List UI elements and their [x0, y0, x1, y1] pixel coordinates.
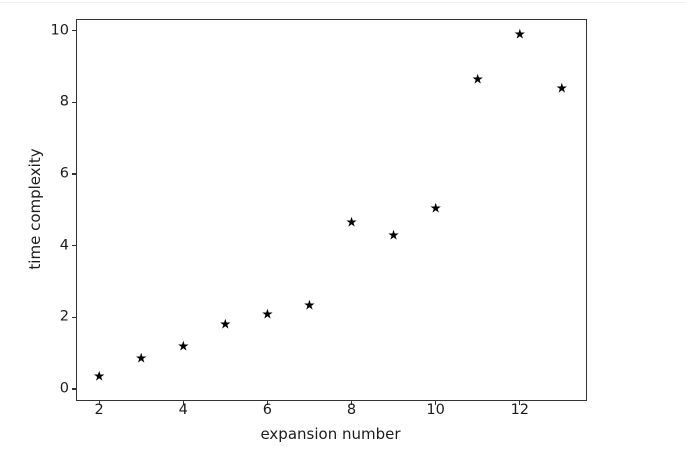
data-point-star: ★	[177, 338, 190, 355]
x-tick-label: 8	[346, 402, 357, 418]
data-point-star: ★	[555, 80, 568, 97]
x-tick-label: 2	[94, 402, 104, 418]
x-tick-label: 10	[426, 402, 445, 418]
y-tick-label: 10	[50, 22, 69, 39]
x-tick-label: 12	[510, 402, 530, 418]
x-tick-mark	[182, 400, 184, 405]
data-point-star: ★	[471, 71, 484, 88]
y-tick-label: 4	[59, 237, 69, 254]
data-point-star: ★	[261, 306, 274, 323]
y-tick-mark	[71, 245, 76, 247]
x-tick-mark	[266, 400, 268, 405]
x-axis-label: expansion number	[260, 425, 401, 443]
x-tick-label: 6	[262, 402, 273, 418]
x-tick-label: 4	[178, 402, 188, 418]
y-tick-mark	[71, 30, 76, 32]
data-point-star: ★	[219, 316, 232, 333]
y-tick-label: 8	[59, 93, 69, 110]
y-tick-mark	[71, 316, 76, 318]
data-point-star: ★	[429, 200, 442, 217]
data-point-star: ★	[135, 351, 148, 368]
plot-area	[76, 19, 587, 401]
x-tick-mark	[350, 400, 353, 405]
x-tick-mark	[519, 400, 521, 405]
data-point-star: ★	[93, 368, 106, 385]
y-tick-label: 6	[59, 165, 69, 182]
data-point-star: ★	[345, 214, 358, 231]
window-top-edge	[0, 2, 685, 3]
y-tick-label: 2	[59, 308, 69, 325]
data-point-star: ★	[303, 297, 316, 314]
data-point-star: ★	[387, 227, 400, 244]
data-point-star: ★	[513, 26, 526, 43]
x-tick-mark	[435, 400, 437, 405]
x-tick-mark	[98, 400, 100, 405]
y-tick-mark	[71, 101, 76, 104]
y-tick-mark	[71, 173, 76, 175]
y-tick-label: 0	[59, 380, 69, 397]
y-tick-mark	[71, 388, 76, 390]
